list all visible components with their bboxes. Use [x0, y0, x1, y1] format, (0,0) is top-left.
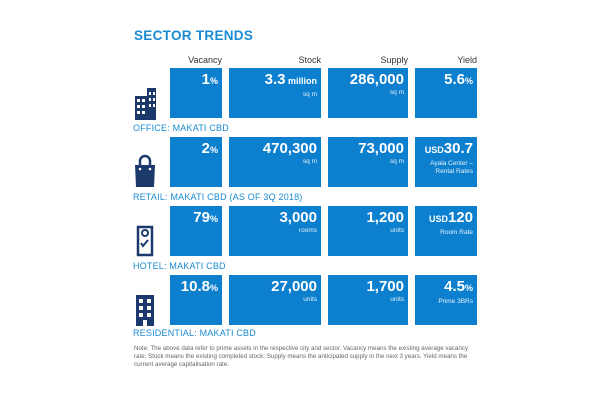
office-row-label: OFFICE: MAKATI CBD [133, 123, 229, 133]
hotel-vacancy-cell: 79% [170, 206, 222, 256]
column-header-supply: Supply [380, 55, 408, 65]
door-hanger-icon [136, 225, 154, 257]
residential-supply-cell: 1,700 units [328, 275, 408, 325]
office-yield-cell: 5.6% [415, 68, 477, 118]
office-building-icon [135, 88, 156, 120]
residential-row-label: RESIDENTIAL: MAKATI CBD [133, 328, 256, 338]
retail-supply-cell: 73,000 sq m [328, 137, 408, 187]
column-header-yield: Yield [457, 55, 477, 65]
office-supply-cell: 286,000 sq m [328, 68, 408, 118]
hotel-row-label: HOTEL: MAKATI CBD [133, 261, 226, 271]
retail-stock-cell: 470,300 sq m [229, 137, 321, 187]
page-title: SECTOR TRENDS [134, 28, 254, 43]
footnote: Note: The above data refer to prime asse… [134, 345, 469, 369]
shopping-bag-icon [135, 154, 155, 187]
residential-vacancy-cell: 10.8% [170, 275, 222, 325]
hotel-yield-cell: USD120 Room Rate [415, 206, 477, 256]
residential-building-icon [136, 295, 154, 326]
retail-vacancy-cell: 2% [170, 137, 222, 187]
residential-yield-cell: 4.5% Prime 3BRs [415, 275, 477, 325]
hotel-supply-cell: 1,200 units [328, 206, 408, 256]
column-header-stock: Stock [298, 55, 321, 65]
retail-yield-cell: USD30.7 Ayala Center – Rental Rates [415, 137, 477, 187]
office-stock-cell: 3.3 million sq m [229, 68, 321, 118]
retail-row-label: RETAIL: MAKATI CBD (AS OF 3Q 2018) [133, 192, 303, 202]
hotel-stock-cell: 3,000 rooms [229, 206, 321, 256]
office-vacancy-cell: 1% [170, 68, 222, 118]
residential-stock-cell: 27,000 units [229, 275, 321, 325]
column-header-vacancy: Vacancy [188, 55, 222, 65]
